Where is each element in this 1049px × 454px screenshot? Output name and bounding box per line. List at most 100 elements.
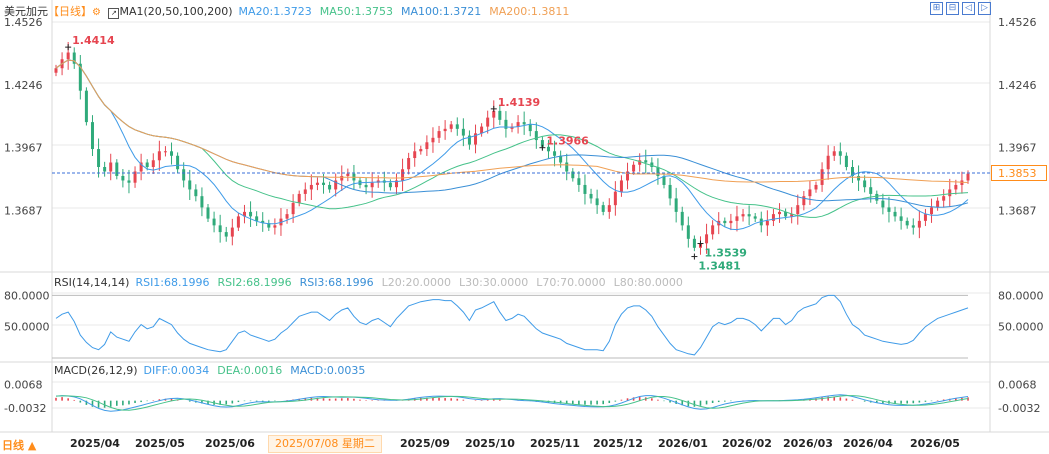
x-tick-label: 2025/10 [465, 437, 515, 450]
rsi1-line [55, 294, 969, 356]
price-tick-label-right: 1.3967 [998, 141, 1037, 154]
candle-body [163, 151, 167, 153]
candle-body [157, 151, 161, 161]
candle-body [893, 211, 897, 217]
candle-body [498, 110, 502, 120]
extreme-label: 1.4139 [498, 96, 540, 109]
candle-body [705, 234, 709, 244]
candle-body [869, 187, 873, 194]
x-tick-label: 2025/06 [205, 437, 255, 450]
candle-body [431, 137, 435, 143]
grid-lines [0, 0, 1049, 433]
candle-body [401, 169, 405, 181]
candle-body [492, 110, 496, 118]
price-tick-label-right: 1.4246 [998, 79, 1037, 92]
symbol-name: 美元加元 [4, 5, 48, 18]
zoom-out-icon[interactable]: ⊟ [946, 2, 959, 15]
candle-body [437, 131, 441, 138]
moving-average-lines [52, 59, 990, 231]
candle-body [619, 180, 623, 192]
candle-body [303, 189, 307, 194]
candle-body [626, 171, 630, 181]
candle-body [315, 182, 319, 185]
candle-body [200, 196, 204, 208]
candle-body [692, 238, 696, 248]
candle-body [589, 193, 593, 199]
candle-body [863, 180, 867, 188]
rsi3-label: RSI3:68.1996 [299, 276, 374, 289]
candle-body [370, 182, 374, 188]
settings-gear-icon[interactable]: ⚙ [92, 7, 101, 18]
x-tick-label: 2026/05 [910, 437, 960, 450]
l30-label: L30:30.0000 [458, 276, 529, 289]
candle-body [723, 220, 727, 224]
price-tick-label-left: 1.4526 [4, 16, 43, 29]
candle-body [236, 216, 240, 228]
macd-tick-label-left: -0.0032 [4, 402, 46, 415]
indicator-icon[interactable]: ↗ [108, 8, 120, 19]
scroll-left-icon[interactable]: ◁ [962, 2, 975, 15]
macd-value-label: MACD:0.0035 [290, 364, 366, 377]
price-tick-label-left: 1.3967 [4, 141, 43, 154]
price-tick-label-left: 1.3687 [4, 204, 43, 217]
candle-body [467, 135, 471, 145]
candle-body [565, 162, 569, 172]
candle-body [255, 216, 259, 221]
ma200-line [55, 59, 969, 183]
candle-body [571, 171, 575, 179]
candle-body [887, 207, 891, 212]
candle-body [948, 189, 952, 197]
candle-body [176, 155, 180, 170]
candle-body [966, 173, 970, 181]
candle-body [711, 225, 715, 235]
candle-body [577, 178, 581, 185]
candle-body [84, 90, 88, 123]
candle-body [765, 220, 769, 226]
rsi-panel: 80.0000 80.0000 50.0000 50.0000 [4, 289, 1044, 359]
candle-body [127, 180, 131, 183]
candle-body [905, 220, 909, 226]
x-tick-label: 2026/01 [658, 437, 708, 450]
macd-tick-label-right: -0.0032 [998, 402, 1040, 415]
rsi1-label: RSI1:68.1996 [135, 276, 210, 289]
candle-body [145, 162, 149, 167]
candle-body [139, 162, 143, 172]
price-tick-label-right: 1.4526 [998, 16, 1037, 29]
candle-body [668, 184, 672, 199]
candle-body [930, 207, 934, 215]
l20-label: L20:20.0000 [381, 276, 451, 289]
candle-body [644, 160, 648, 163]
candle-body [267, 223, 271, 228]
diff-label: DIFF:0.0034 [143, 364, 210, 377]
macd-header: MACD(26,12,9) DIFF:0.0034 DEA:0.0016 MACD:0… [54, 364, 365, 377]
scroll-right-icon[interactable]: ▷ [978, 2, 991, 15]
candle-body [844, 155, 848, 167]
candle-body [632, 164, 636, 172]
dea-line [55, 395, 969, 411]
ma-legend-label[interactable]: MA1(20,50,100,200) [119, 5, 233, 18]
candle-body [638, 160, 642, 165]
candle-body [273, 225, 277, 228]
candle-body [753, 216, 757, 219]
extreme-label: 1.4414 [72, 34, 115, 47]
macd-title: MACD(26,12,9) [54, 364, 138, 377]
candle-body [875, 193, 879, 201]
l70-label: L70:70.0000 [536, 276, 606, 289]
zoom-in-icon[interactable]: ⊞ [930, 2, 943, 15]
period-label[interactable]: 【日线】 [48, 5, 92, 18]
x-tick-label: 2025/09 [400, 437, 450, 450]
candle-body [729, 220, 733, 224]
x-tick-label: 2025/05 [135, 437, 185, 450]
candle-body [784, 211, 788, 217]
candle-body [66, 52, 70, 60]
rsi-title: RSI(14,14,14) [54, 276, 130, 289]
rsi2-label: RSI2:68.1996 [217, 276, 292, 289]
candle-body [686, 225, 690, 239]
x-tick-label: 2025/11 [530, 437, 580, 450]
extreme-label: 1.3539 [704, 247, 746, 260]
candle-body [322, 182, 326, 185]
period-toggle[interactable]: 日线 ▲ [2, 439, 37, 452]
candle-body [54, 68, 58, 73]
candle-body [613, 191, 617, 206]
